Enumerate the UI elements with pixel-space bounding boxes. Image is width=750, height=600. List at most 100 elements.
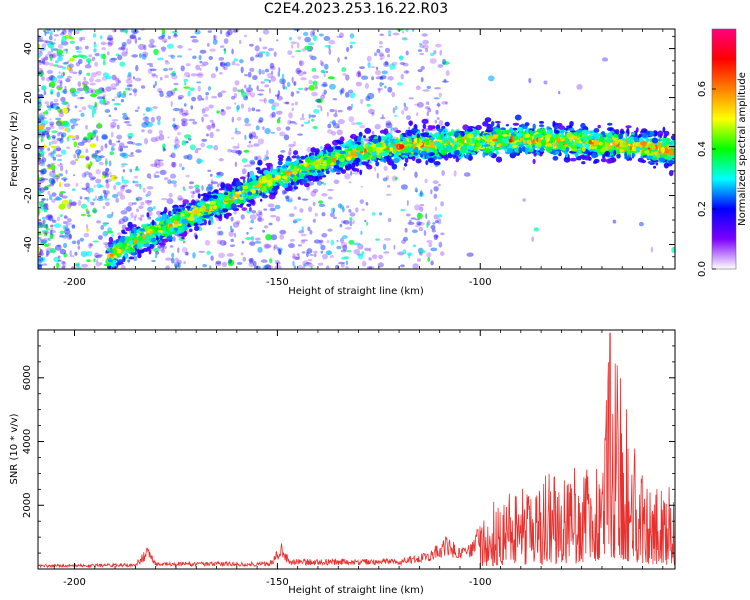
ridge-blob (549, 140, 553, 144)
noise-blob (331, 119, 336, 126)
noise-blob (240, 103, 245, 109)
noise-blob (266, 149, 269, 156)
noise-blob (122, 184, 128, 187)
ridge-blob (333, 164, 339, 169)
noise-blob (387, 184, 391, 188)
noise-blob (111, 234, 114, 237)
noise-blob (204, 239, 211, 246)
noise-blob (128, 202, 134, 207)
noise-blob (45, 31, 50, 34)
noise-blob (387, 217, 392, 223)
noise-blob (135, 196, 143, 201)
noise-blob (44, 101, 50, 105)
noise-blob (63, 229, 71, 235)
noise-blob (135, 198, 139, 202)
noise-blob (207, 86, 212, 91)
ridge-blob (482, 151, 486, 158)
noise-blob (67, 222, 72, 226)
noise-blob (40, 239, 48, 244)
ridge-blob (414, 146, 419, 153)
noise-blob (329, 83, 336, 90)
noise-blob (122, 115, 129, 120)
ridge-blob (581, 130, 588, 136)
noise-blob (359, 98, 364, 105)
noise-blob (61, 35, 67, 42)
noise-blob (173, 107, 181, 112)
noise-blob (340, 237, 344, 244)
noise-blob (38, 103, 41, 109)
noise-blob (276, 118, 281, 124)
noise-blob (255, 212, 261, 216)
noise-blob (41, 157, 47, 163)
noise-blob (382, 177, 388, 182)
noise-blob (267, 47, 274, 52)
noise-blob (105, 167, 110, 172)
noise-blob (125, 189, 132, 194)
noise-blob (167, 54, 174, 57)
ridge-blob (296, 155, 300, 160)
noise-blob (168, 67, 173, 71)
ridge-blob (214, 214, 218, 218)
ridge-blob (657, 141, 662, 149)
noise-blob (135, 149, 142, 153)
noise-blob (181, 112, 188, 117)
noise-blob (199, 49, 207, 54)
noise-blob (110, 121, 117, 128)
noise-blob (85, 124, 88, 130)
ridge-blob (173, 220, 179, 225)
noise-blob (155, 135, 160, 142)
noise-blob (366, 266, 372, 269)
noise-blob (143, 44, 147, 51)
ridge-blob (306, 163, 310, 167)
noise-blob (424, 106, 431, 110)
noise-blob (81, 187, 88, 190)
noise-blob (233, 211, 237, 215)
noise-blob (363, 138, 370, 142)
noise-blob (164, 177, 169, 181)
ridge-blob (130, 232, 134, 238)
noise-blob (93, 258, 96, 263)
noise-blob (59, 248, 67, 255)
noise-blob (234, 130, 242, 135)
noise-blob (66, 136, 70, 142)
noise-blob (75, 61, 81, 67)
noise-blob (416, 85, 421, 90)
noise-blob (150, 200, 153, 203)
noise-blob (199, 64, 206, 67)
ridge-blob (606, 139, 614, 143)
noise-blob (157, 159, 164, 162)
noise-blob (273, 245, 276, 251)
noise-blob (138, 205, 144, 209)
noise-blob (337, 126, 340, 129)
noise-blob (50, 41, 53, 47)
noise-blob (241, 158, 248, 163)
noise-blob (122, 169, 126, 173)
noise-blob (99, 185, 104, 188)
noise-blob (38, 263, 43, 267)
noise-blob (276, 247, 280, 251)
noise-blob (187, 48, 192, 51)
noise-blob (367, 92, 375, 100)
noise-blob (86, 259, 91, 263)
noise-blob (432, 180, 439, 185)
noise-blob (330, 239, 335, 246)
noise-blob (122, 112, 127, 116)
noise-blob (312, 201, 316, 206)
noise-blob (256, 85, 259, 91)
noise-blob (368, 247, 372, 252)
noise-blob (156, 115, 162, 121)
noise-blob (236, 117, 242, 121)
noise-blob (206, 144, 214, 149)
noise-blob (47, 163, 51, 169)
noise-blob (348, 116, 355, 123)
noise-blob (207, 124, 212, 131)
noise-blob (38, 237, 42, 242)
noise-blob (401, 110, 405, 115)
noise-blob (433, 50, 437, 55)
ridge-blob (249, 207, 252, 212)
noise-blob (121, 175, 124, 182)
noise-blob (327, 188, 334, 192)
noise-blob (312, 80, 318, 86)
noise-blob (385, 175, 389, 180)
noise-blob (85, 156, 89, 161)
